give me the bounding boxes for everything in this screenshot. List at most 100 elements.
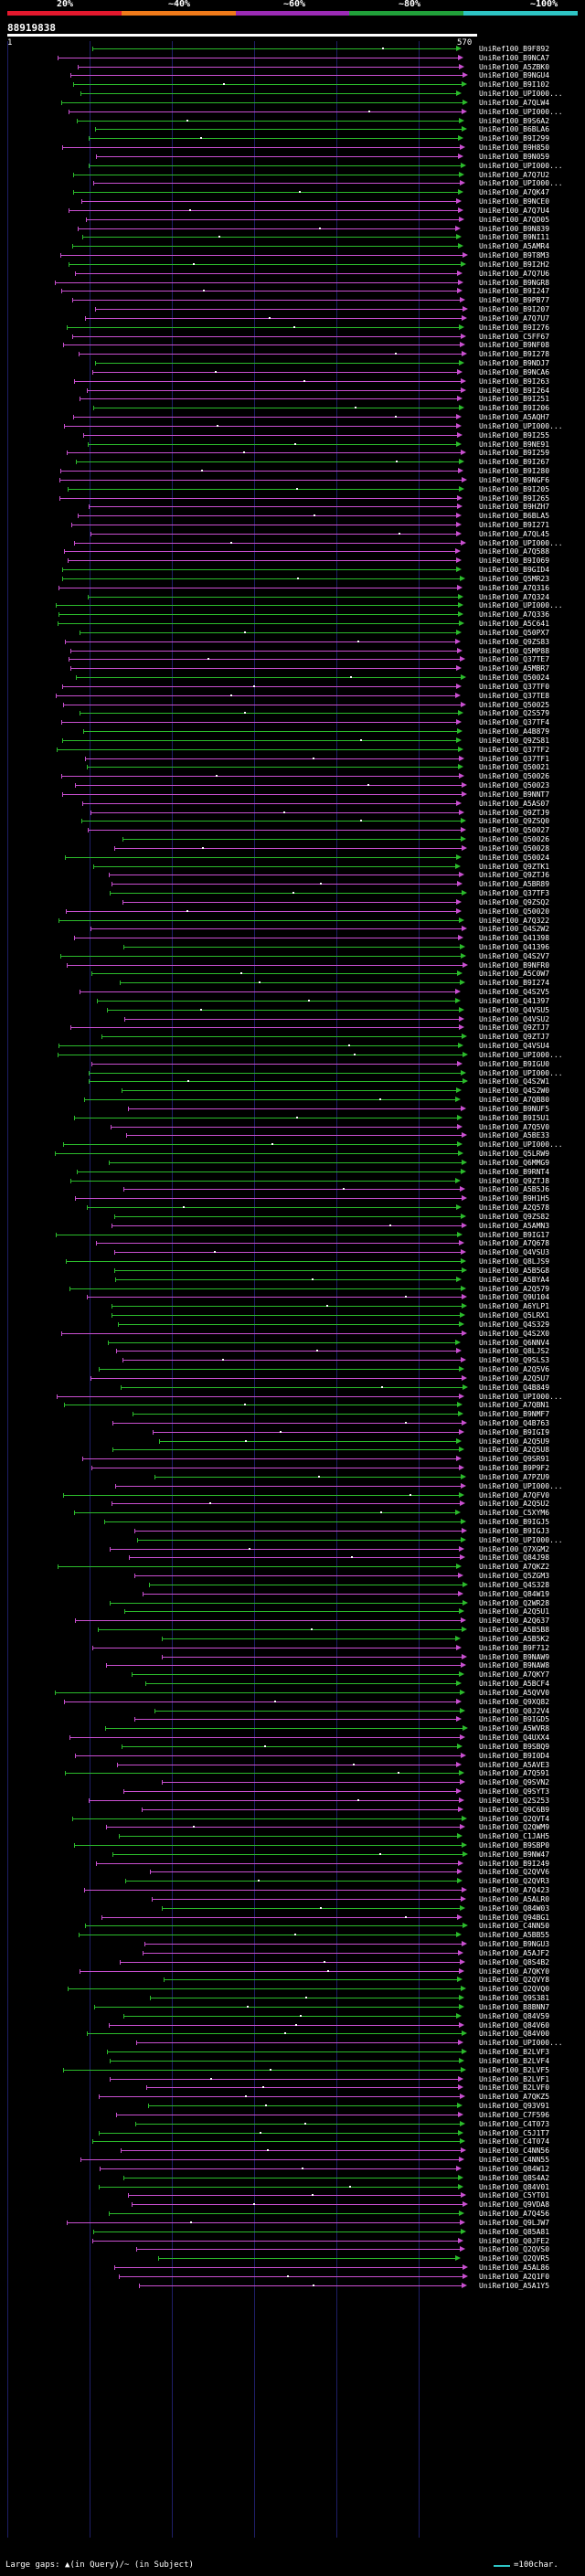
hit-label[interactable]: UniRef100_A5BR89 bbox=[479, 880, 550, 888]
hit-label[interactable]: UniRef100_Q9SVN2 bbox=[479, 1778, 550, 1786]
hit-row[interactable]: UniRef100_B6BLA5 bbox=[0, 512, 585, 520]
hit-label[interactable]: UniRef100_Q9ZTJ6 bbox=[479, 871, 550, 879]
hit-label[interactable]: UniRef100_A7Q7U6 bbox=[479, 270, 550, 278]
hit-row[interactable]: UniRef100_A2Q5V6 bbox=[0, 1365, 585, 1373]
hit-label[interactable]: UniRef100_Q2QVS0 bbox=[479, 2245, 550, 2253]
hit-row[interactable]: UniRef100_Q2QVT4 bbox=[0, 1815, 585, 1823]
hit-row[interactable]: UniRef100_A7Q336 bbox=[0, 610, 585, 619]
hit-row[interactable]: UniRef100_B9I069 bbox=[0, 557, 585, 565]
hit-row[interactable]: UniRef100_Q84V00 bbox=[0, 2030, 585, 2038]
hit-row[interactable]: UniRef100_Q0J2V4 bbox=[0, 1707, 585, 1715]
hit-row[interactable]: UniRef100_B9NUF5 bbox=[0, 1105, 585, 1113]
hit-row[interactable]: UniRef100_Q84V01 bbox=[0, 2183, 585, 2191]
hit-label[interactable]: UniRef100_A2Q5U9 bbox=[479, 1437, 550, 1446]
hit-label[interactable]: UniRef100_B2LVF1 bbox=[479, 2075, 550, 2083]
hit-row[interactable]: UniRef100_A7Q7U7 bbox=[0, 314, 585, 323]
hit-row[interactable]: UniRef100_Q9ZTJ9 bbox=[0, 809, 585, 817]
hit-label[interactable]: UniRef100_B9I263 bbox=[479, 377, 550, 386]
hit-label[interactable]: UniRef100_A2Q637 bbox=[479, 1617, 550, 1625]
hit-label[interactable]: UniRef100_Q6NNV4 bbox=[479, 1339, 550, 1347]
hit-row[interactable]: UniRef100_B9I274 bbox=[0, 979, 585, 987]
hit-label[interactable]: UniRef100_Q85A81 bbox=[479, 2228, 550, 2236]
hit-row[interactable]: UniRef100_B9NAW9 bbox=[0, 1653, 585, 1661]
hit-row[interactable]: UniRef100_Q50024 bbox=[0, 673, 585, 682]
hit-row[interactable]: UniRef100_B9I2H2 bbox=[0, 260, 585, 269]
hit-label[interactable]: UniRef100_Q37TF1 bbox=[479, 755, 550, 763]
hit-label[interactable]: UniRef100_B9I264 bbox=[479, 387, 550, 395]
hit-row[interactable]: UniRef100_Q50023 bbox=[0, 781, 585, 790]
hit-row[interactable]: UniRef100_A5C0W7 bbox=[0, 970, 585, 978]
hit-label[interactable]: UniRef100_A5AVE3 bbox=[479, 1761, 550, 1769]
hit-label[interactable]: UniRef100_B2LVF0 bbox=[479, 2083, 550, 2092]
hit-row[interactable]: UniRef100_Q94BG1 bbox=[0, 1913, 585, 1922]
hit-label[interactable]: UniRef100_Q8S4B2 bbox=[479, 1958, 550, 1966]
hit-label[interactable]: UniRef100_B9I249 bbox=[479, 1860, 550, 1868]
hit-row[interactable]: UniRef100_A5AMR4 bbox=[0, 242, 585, 250]
hit-label[interactable]: UniRef100_A7Q456 bbox=[479, 2210, 550, 2218]
hit-row[interactable]: UniRef100_A5C641 bbox=[0, 620, 585, 628]
hit-row[interactable]: UniRef100_Q9ZTJ8 bbox=[0, 1177, 585, 1185]
hit-label[interactable]: UniRef100_B9IG17 bbox=[479, 1231, 550, 1239]
hit-row[interactable]: UniRef100_B9SBP0 bbox=[0, 1841, 585, 1850]
hit-label[interactable]: UniRef100_A5AL86 bbox=[479, 2263, 550, 2272]
hit-row[interactable]: UniRef100_Q4S2V7 bbox=[0, 952, 585, 960]
hit-label[interactable]: UniRef100_Q2QVQ0 bbox=[479, 1985, 550, 1993]
hit-row[interactable]: UniRef100_B9NCE0 bbox=[0, 197, 585, 206]
hit-label[interactable]: UniRef100_A5BE33 bbox=[479, 1131, 550, 1140]
hit-label[interactable]: UniRef100_B9I206 bbox=[479, 404, 550, 412]
hit-row[interactable]: UniRef100_Q9ZTK1 bbox=[0, 863, 585, 871]
hit-label[interactable]: UniRef100_A5AS07 bbox=[479, 800, 550, 808]
hit-row[interactable]: UniRef100_Q4VSU5 bbox=[0, 1006, 585, 1014]
hit-row[interactable]: UniRef100_Q4S329 bbox=[0, 1320, 585, 1329]
hit-label[interactable]: UniRef100_UPI000... bbox=[479, 539, 563, 547]
hit-label[interactable]: UniRef100_A5C641 bbox=[479, 620, 550, 628]
hit-label[interactable]: UniRef100_B9NE91 bbox=[479, 440, 550, 449]
hit-row[interactable]: UniRef100_C1JAH5 bbox=[0, 1832, 585, 1840]
hit-label[interactable]: UniRef100_B9SBP0 bbox=[479, 1841, 550, 1850]
hit-row[interactable]: UniRef100_B9NDJ7 bbox=[0, 359, 585, 367]
hit-label[interactable]: UniRef100_B9I267 bbox=[479, 458, 550, 466]
hit-row[interactable]: UniRef100_Q37TF3 bbox=[0, 889, 585, 897]
hit-label[interactable]: UniRef100_B9I274 bbox=[479, 979, 550, 987]
hit-label[interactable]: UniRef100_B9PB77 bbox=[479, 296, 550, 304]
hit-label[interactable]: UniRef100_B9F712 bbox=[479, 1644, 550, 1652]
hit-row[interactable]: UniRef100_B2LVF0 bbox=[0, 2083, 585, 2092]
hit-row[interactable]: UniRef100_UPI000... bbox=[0, 108, 585, 116]
hit-label[interactable]: UniRef100_Q2QVT4 bbox=[479, 1815, 550, 1823]
hit-row[interactable]: UniRef100_A7QL45 bbox=[0, 530, 585, 538]
hit-label[interactable]: UniRef100_A5AMN3 bbox=[479, 1222, 550, 1230]
hit-row[interactable]: UniRef100_Q2QVV6 bbox=[0, 1868, 585, 1876]
hit-label[interactable]: UniRef100_B9HZH7 bbox=[479, 503, 550, 511]
hit-row[interactable]: UniRef100_Q2QVR5 bbox=[0, 2254, 585, 2263]
hit-row[interactable]: UniRef100_Q5LRX1 bbox=[0, 1311, 585, 1320]
hit-label[interactable]: UniRef100_Q84V01 bbox=[479, 2183, 550, 2191]
hit-row[interactable]: UniRef100_Q50021 bbox=[0, 763, 585, 771]
hit-row[interactable]: UniRef100_UPI000... bbox=[0, 1140, 585, 1149]
hit-label[interactable]: UniRef100_Q2QWM9 bbox=[479, 1823, 550, 1831]
hit-label[interactable]: UniRef100_B6BLA6 bbox=[479, 125, 550, 133]
hit-row[interactable]: UniRef100_Q37TF2 bbox=[0, 746, 585, 754]
hit-row[interactable]: UniRef100_UPI000... bbox=[0, 2039, 585, 2047]
hit-label[interactable]: UniRef100_B9NCE0 bbox=[479, 197, 550, 206]
hit-label[interactable]: UniRef100_UPI000... bbox=[479, 422, 563, 430]
hit-label[interactable]: UniRef100_Q9SR91 bbox=[479, 1455, 550, 1463]
hit-label[interactable]: UniRef100_B9I069 bbox=[479, 557, 550, 565]
hit-row[interactable]: UniRef100_A2Q5U7 bbox=[0, 1374, 585, 1383]
hit-row[interactable]: UniRef100_B8BNN7 bbox=[0, 2003, 585, 2011]
hit-row[interactable]: UniRef100_B9I264 bbox=[0, 387, 585, 395]
hit-label[interactable]: UniRef100_Q5LRX1 bbox=[479, 1311, 550, 1320]
hit-label[interactable]: UniRef100_B9NAW8 bbox=[479, 1661, 550, 1670]
hit-label[interactable]: UniRef100_Q9ZTJ9 bbox=[479, 809, 550, 817]
hit-label[interactable]: UniRef100_B9NDJ7 bbox=[479, 359, 550, 367]
hit-label[interactable]: UniRef100_Q9U104 bbox=[479, 1293, 550, 1301]
hit-row[interactable]: UniRef100_A5AJF2 bbox=[0, 1949, 585, 1957]
hit-row[interactable]: UniRef100_Q4VSU3 bbox=[0, 1248, 585, 1256]
hit-row[interactable]: UniRef100_Q9LJW7 bbox=[0, 2219, 585, 2227]
hit-label[interactable]: UniRef100_Q2QVR5 bbox=[479, 2254, 550, 2263]
hit-label[interactable]: UniRef100_C5XYM6 bbox=[479, 1509, 550, 1517]
hit-row[interactable]: UniRef100_Q4S2W0 bbox=[0, 1087, 585, 1095]
hit-row[interactable]: UniRef100_Q37TF1 bbox=[0, 755, 585, 763]
hit-label[interactable]: UniRef100_C5YT01 bbox=[479, 2191, 550, 2200]
hit-row[interactable]: UniRef100_A5B5J6 bbox=[0, 1185, 585, 1193]
hit-label[interactable]: UniRef100_B9T8M3 bbox=[479, 251, 550, 260]
